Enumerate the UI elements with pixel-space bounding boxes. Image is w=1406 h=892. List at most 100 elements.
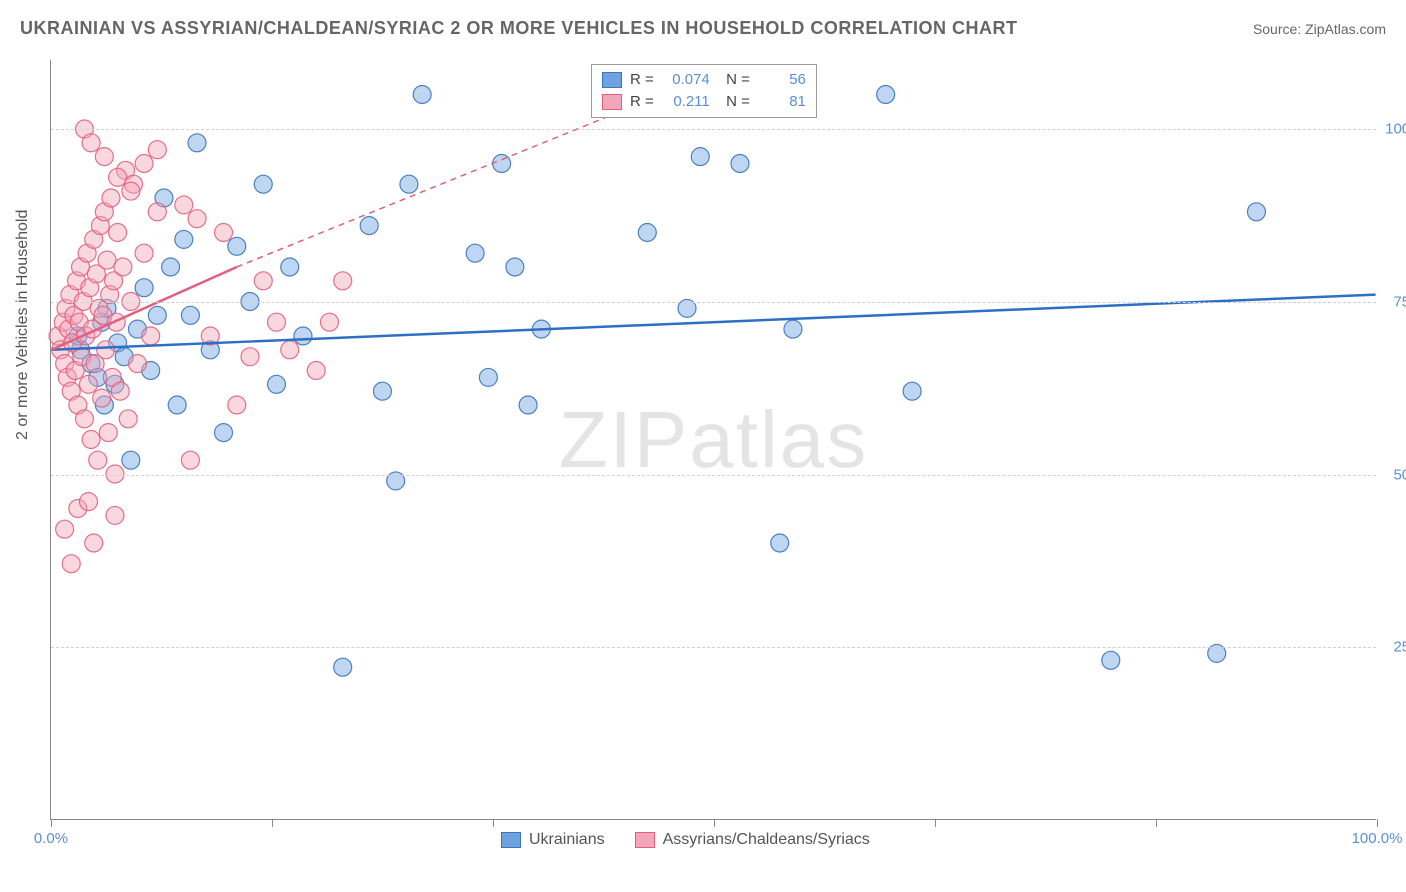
gridline [51, 475, 1376, 476]
data-point [254, 175, 272, 193]
data-point [109, 224, 127, 242]
data-point [107, 313, 125, 331]
data-point [175, 196, 193, 214]
data-point [334, 658, 352, 676]
data-point [128, 355, 146, 373]
stat-n-label: N = [718, 69, 750, 91]
data-point [82, 431, 100, 449]
chart-source: Source: ZipAtlas.com [1253, 21, 1386, 37]
ytick-label: 25.0% [1381, 639, 1406, 656]
xtick [1156, 819, 1157, 827]
data-point [85, 534, 103, 552]
data-point [79, 493, 97, 511]
data-point [215, 424, 233, 442]
data-point [784, 320, 802, 338]
data-point [188, 134, 206, 152]
data-point [334, 272, 352, 290]
gridline [51, 302, 1376, 303]
stat-n-2: 81 [758, 91, 806, 113]
data-point [215, 224, 233, 242]
data-point [268, 313, 286, 331]
stat-n-label-2: N = [718, 91, 750, 113]
data-point [479, 368, 497, 386]
data-point [638, 224, 656, 242]
data-point [493, 155, 511, 173]
legend-label-2: Assyrians/Chaldeans/Syriacs [663, 831, 870, 849]
xtick [714, 819, 715, 827]
data-point [241, 348, 259, 366]
data-point [82, 134, 100, 152]
stats-row-2: R = 0.211 N = 81 [602, 91, 806, 113]
xtick-label: 0.0% [34, 830, 68, 847]
data-point [148, 141, 166, 159]
data-point [360, 217, 378, 235]
data-point [98, 251, 116, 269]
gridline [51, 129, 1376, 130]
data-point [1247, 203, 1265, 221]
data-point [93, 389, 111, 407]
data-point [95, 148, 113, 166]
xtick [51, 819, 52, 827]
data-point [148, 306, 166, 324]
data-point [111, 382, 129, 400]
data-point [62, 555, 80, 573]
y-axis-label: 2 or more Vehicles in Household [14, 210, 32, 440]
data-point [56, 520, 74, 538]
legend-item-2: Assyrians/Chaldeans/Syriacs [635, 831, 870, 849]
data-point [114, 258, 132, 276]
data-point [281, 258, 299, 276]
xtick [935, 819, 936, 827]
data-point [99, 424, 117, 442]
data-point [1102, 651, 1120, 669]
stat-r-1: 0.074 [662, 69, 710, 91]
data-point [135, 244, 153, 262]
stat-n-1: 56 [758, 69, 806, 91]
data-point [268, 375, 286, 393]
data-point [175, 230, 193, 248]
data-point [228, 237, 246, 255]
data-point [119, 410, 137, 428]
data-point [771, 534, 789, 552]
data-point [877, 86, 895, 104]
xtick [493, 819, 494, 827]
data-point [106, 506, 124, 524]
data-point [135, 155, 153, 173]
legend-item-1: Ukrainians [501, 831, 605, 849]
data-point [519, 396, 537, 414]
legend-swatch-2 [635, 832, 655, 848]
data-point [373, 382, 391, 400]
data-point [903, 382, 921, 400]
ytick-label: 100.0% [1381, 121, 1406, 138]
data-point [188, 210, 206, 228]
data-point [148, 203, 166, 221]
data-point [506, 258, 524, 276]
xtick [1377, 819, 1378, 827]
data-point [79, 375, 97, 393]
ytick-label: 75.0% [1381, 293, 1406, 310]
xtick [272, 819, 273, 827]
data-point [731, 155, 749, 173]
bottom-legend: Ukrainians Assyrians/Chaldeans/Syriacs [501, 831, 870, 849]
chart-header: UKRAINIAN VS ASSYRIAN/CHALDEAN/SYRIAC 2 … [20, 18, 1386, 39]
stat-r-2: 0.211 [662, 91, 710, 113]
stat-r-label: R = [630, 69, 654, 91]
data-point [691, 148, 709, 166]
data-point [400, 175, 418, 193]
plot-area: ZIPatlas R = 0.074 N = 56 R = 0.211 N = … [50, 60, 1376, 820]
data-point [135, 279, 153, 297]
data-point [281, 341, 299, 359]
data-point [307, 362, 325, 380]
chart-title: UKRAINIAN VS ASSYRIAN/CHALDEAN/SYRIAC 2 … [20, 18, 1018, 39]
chart-svg [51, 60, 1376, 819]
stats-row-1: R = 0.074 N = 56 [602, 69, 806, 91]
data-point [168, 396, 186, 414]
data-point [228, 396, 246, 414]
stat-r-label-2: R = [630, 91, 654, 113]
swatch-series-1 [602, 72, 622, 88]
xtick-label: 100.0% [1352, 830, 1403, 847]
data-point [466, 244, 484, 262]
data-point [294, 327, 312, 345]
data-point [97, 341, 115, 359]
data-point [102, 189, 120, 207]
data-point [142, 327, 160, 345]
